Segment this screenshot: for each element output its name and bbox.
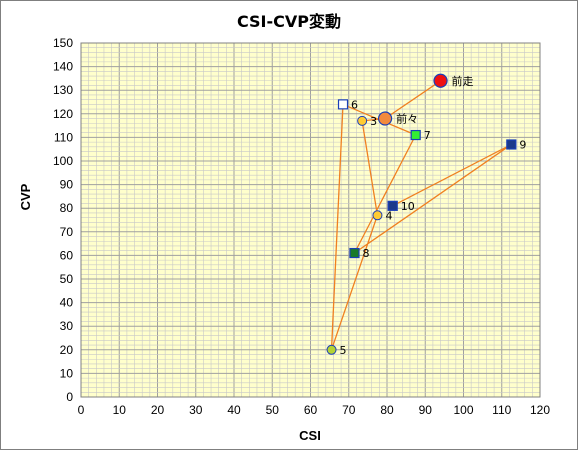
x-tick-label: 30 <box>189 403 203 417</box>
data-label: 3 <box>370 115 377 128</box>
x-axis-title: CSI <box>299 428 321 443</box>
x-tick-label: 120 <box>530 403 550 417</box>
x-tick-label: 90 <box>419 403 433 417</box>
y-tick-label: 130 <box>53 83 73 97</box>
data-label: 6 <box>351 98 358 111</box>
y-tick-label: 100 <box>53 154 73 168</box>
plot-border <box>80 42 541 398</box>
y-tick-label: 30 <box>60 319 74 333</box>
data-point <box>433 73 448 88</box>
data-point <box>377 111 393 126</box>
y-tick-label: 120 <box>53 107 73 121</box>
y-tick-label: 90 <box>60 178 74 192</box>
data-label: 4 <box>385 209 392 222</box>
data-point <box>506 139 517 150</box>
y-tick-label: 70 <box>60 225 74 239</box>
x-tick-label: 100 <box>453 403 473 417</box>
data-point <box>410 129 421 141</box>
x-tick-label: 80 <box>380 403 394 417</box>
x-tick-label: 70 <box>342 403 356 417</box>
data-point <box>337 99 349 110</box>
data-point <box>326 344 337 355</box>
x-tick-label: 40 <box>227 403 241 417</box>
x-tick-label: 0 <box>78 403 85 417</box>
y-axis-title: CVP <box>18 183 33 210</box>
x-tick-label: 60 <box>304 403 318 417</box>
y-tick-label: 50 <box>60 272 74 286</box>
y-tick-label: 140 <box>53 60 73 74</box>
y-tick-label: 0 <box>66 390 73 404</box>
chart-title: CSI-CVP変動 <box>237 12 341 31</box>
data-label: 8 <box>362 247 369 260</box>
x-tick-label: 20 <box>151 403 165 417</box>
y-tick-label: 60 <box>60 248 74 262</box>
data-point <box>372 210 383 221</box>
y-tick-label: 20 <box>60 343 74 357</box>
y-tick-label: 80 <box>60 201 74 215</box>
y-tick-label: 10 <box>60 366 74 380</box>
data-label: 10 <box>401 200 415 213</box>
data-label: 7 <box>424 129 431 142</box>
data-label: 9 <box>519 138 526 151</box>
x-tick-label: 10 <box>113 403 127 417</box>
series-line <box>330 80 512 351</box>
grid <box>80 42 541 398</box>
data-point <box>357 115 368 126</box>
data-point <box>387 200 398 211</box>
x-tick-label: 50 <box>266 403 280 417</box>
data-label: 前走 <box>452 74 474 88</box>
x-tick-label: 110 <box>492 403 511 417</box>
data-label: 前々 <box>396 112 418 126</box>
y-tick-label: 110 <box>54 130 73 144</box>
data-point <box>349 247 360 259</box>
y-tick-label: 150 <box>53 36 73 50</box>
y-tick-label: 40 <box>60 296 74 310</box>
data-label: 5 <box>340 344 347 357</box>
